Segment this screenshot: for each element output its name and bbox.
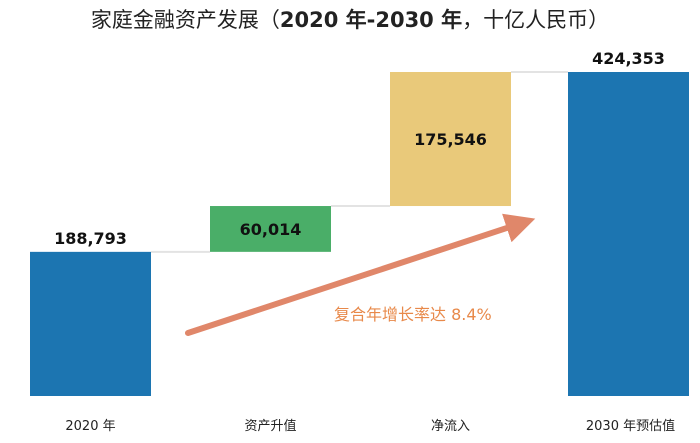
value-label-net-inflow: 175,546 — [414, 130, 487, 149]
value-label-2020: 188,793 — [54, 229, 127, 248]
connector-lines — [151, 71, 568, 253]
bar-2030-estimate — [568, 72, 689, 396]
value-label-appreciation: 60,014 — [240, 220, 302, 239]
chart-title: 家庭金融资产发展（2020 年-2030 年，十亿人民币） — [0, 4, 700, 34]
category-label-net-inflow: 净流入 — [431, 419, 470, 434]
category-label-2030-estimate: 2030 年预估值 — [586, 418, 675, 434]
bar-appreciation — [210, 206, 331, 252]
bar-net-inflow — [390, 72, 511, 207]
bars — [30, 72, 689, 396]
category-label-appreciation: 资产升值 — [244, 418, 296, 434]
chart-title-suffix: ，十亿人民币） — [462, 8, 610, 32]
trend-arrow — [185, 213, 536, 336]
value-labels: 188,793 60,014 175,546 424,353 — [54, 49, 665, 248]
value-label-2030-estimate: 424,353 — [592, 49, 665, 68]
chart-title-prefix: 家庭金融资产发展（ — [90, 8, 280, 32]
bar-2020 — [30, 251, 151, 396]
category-label-2020: 2020 年 — [65, 419, 115, 434]
chart-title-years: 2020 年-2030 年 — [279, 8, 463, 32]
cagr-annotation: 复合年增长率达 8.4% — [334, 305, 492, 324]
category-labels: 2020 年 资产升值 净流入 2030 年预估值 — [65, 418, 675, 434]
